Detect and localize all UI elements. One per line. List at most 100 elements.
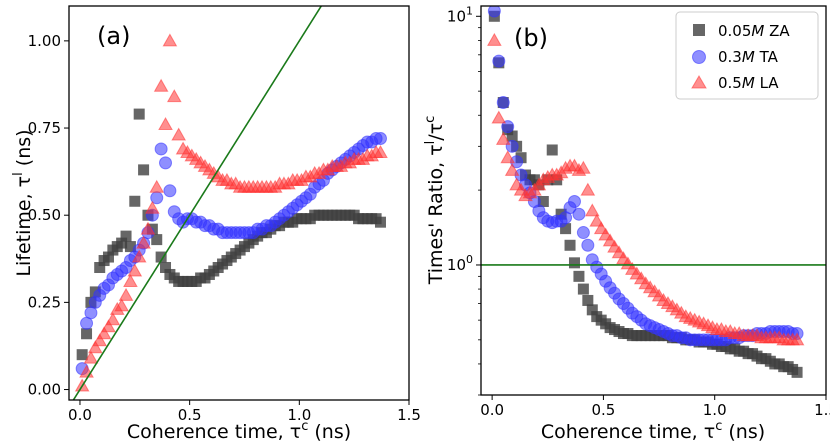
chart-a-reference-line — [72, 6, 323, 400]
chart-b-ytick-label: 100 — [447, 253, 473, 274]
chart-a-point-triangle — [114, 298, 130, 312]
chart-a-point-square — [116, 237, 128, 249]
chart-a-point-circle — [159, 156, 173, 170]
chart-b-frame — [480, 5, 827, 396]
chart-b-point-square — [506, 130, 518, 142]
chart-a-point-triangle — [118, 287, 134, 301]
chart-b-point-circle — [567, 194, 581, 208]
chart-b-xtick-label: 0.0 — [480, 401, 504, 419]
chart-b-plot-area — [481, 6, 826, 378]
chart-b-point-triangle — [495, 131, 511, 145]
chart-a-point-square — [155, 251, 167, 263]
chart-b-xtick-label: 1.0 — [703, 401, 727, 419]
chart-a-point-circle — [154, 142, 168, 156]
chart-b-xtick-label: 0.5 — [591, 401, 615, 419]
chart-a-point-triangle — [101, 319, 116, 333]
chart-a-xtick-label: 1.5 — [397, 406, 421, 424]
chart-b-legend: 0.05M ZA 0.3M TA 0.5M LA — [675, 11, 819, 100]
chart-b-point-triangle — [789, 332, 805, 346]
chart-b-point-square — [537, 195, 549, 207]
chart-b-point-square — [582, 294, 594, 306]
chart-a: 0.0 0.5 1.0 1.5 0.00 0.25 0.50 0.75 1.00 (a) Coh… — [11, 5, 421, 443]
chart-b-point-triangle — [580, 182, 596, 196]
chart-b-point-triangle — [584, 203, 600, 217]
chart-a-point-triangle — [149, 179, 165, 193]
chart-b-ylabel: Times' Ratio, τl/τc — [423, 116, 447, 286]
chart-a-ytick-label: 1.00 — [28, 32, 61, 50]
chart-b-point-triangle — [500, 150, 516, 164]
chart-a-xtick-label: 0.5 — [178, 406, 202, 424]
chart-b-point-circle — [572, 207, 586, 221]
chart-b-point-circle — [581, 238, 595, 252]
chart-a-point-square — [374, 216, 386, 228]
chart-b-point-triangle — [504, 162, 520, 176]
chart-b-point-square — [560, 223, 572, 235]
chart-a-xlabel: Coherence time, τc (ns) — [127, 419, 351, 443]
chart-b-ytick-label: 101 — [447, 4, 473, 25]
chart-a-point-square — [94, 262, 106, 274]
chart-b-point-triangle — [491, 110, 507, 124]
chart-a-xtick-label: 1.0 — [287, 406, 311, 424]
chart-a-point-triangle — [131, 249, 147, 263]
chart-a-point-square — [133, 108, 145, 120]
chart-a-plot-area — [72, 6, 388, 400]
legend-marker-za — [693, 24, 705, 36]
chart-a-point-triangle — [87, 340, 103, 354]
chart-b-point-triangle — [576, 160, 591, 174]
chart-b-point-circle — [487, 6, 501, 18]
chart-a-point-triangle — [123, 273, 138, 287]
chart-a-point-square — [151, 234, 163, 246]
chart-a-point-triangle — [158, 117, 173, 131]
chart-a-point-triangle — [140, 221, 156, 235]
chart-a-point-triangle — [171, 127, 187, 141]
chart-b-point-square — [573, 270, 585, 282]
chart-a-ticks: 0.0 0.5 1.0 1.5 0.00 0.25 0.50 0.75 1.00 — [28, 32, 421, 424]
chart-b-point-square — [568, 257, 580, 269]
chart-b: 0.0 0.5 1.0 1.5 100 101 (b) Coherence time, τ… — [423, 4, 830, 443]
chart-a-point-triangle — [136, 235, 151, 249]
chart-a-point-circle — [373, 131, 387, 145]
legend-label-ta: 0.3M TA — [718, 48, 779, 66]
chart-a-point-square — [76, 349, 88, 361]
chart-a-point-triangle — [127, 263, 143, 277]
chart-a-point-square — [129, 195, 141, 207]
chart-a-panel-label: (a) — [97, 22, 130, 50]
chart-a-ytick-label: 0.75 — [28, 119, 61, 137]
chart-a-point-square — [81, 328, 93, 340]
chart-a-point-triangle — [162, 33, 178, 47]
chart-a-point-triangle — [153, 78, 169, 92]
chart-a-point-square — [102, 251, 114, 263]
chart-a-point-triangle — [166, 89, 182, 103]
chart-b-point-square — [577, 283, 589, 295]
legend-marker-la — [691, 75, 707, 89]
chart-a-ytick-label: 0.50 — [28, 206, 61, 224]
chart-a-ylabel: Lifetime, τl (ns) — [11, 129, 35, 276]
chart-a-point-square — [120, 230, 132, 242]
chart-a-point-square — [124, 241, 136, 253]
chart-a-point-triangle — [96, 326, 112, 340]
chart-b-point-circle — [501, 120, 515, 134]
chart-b-ticks: 0.0 0.5 1.0 1.5 100 101 — [447, 4, 830, 419]
chart-b-point-circle — [496, 96, 510, 110]
chart-b-point-square — [564, 239, 576, 251]
chart-b-panel-label: (b) — [514, 24, 548, 52]
chart-a-point-triangle — [105, 312, 121, 326]
chart-a-ytick-label: 0.00 — [28, 381, 61, 399]
chart-b-point-triangle — [486, 32, 502, 46]
chart-a-point-circle — [163, 184, 177, 198]
chart-b-xtick-label: 1.5 — [814, 401, 830, 419]
chart-b-xlabel: Coherence time, τc (ns) — [541, 419, 765, 443]
legend-marker-ta — [692, 50, 706, 64]
legend-label-la: 0.5M LA — [718, 74, 779, 92]
chart-a-xtick-label: 0.0 — [68, 406, 92, 424]
chart-a-point-triangle — [83, 350, 99, 364]
chart-b-point-square — [586, 304, 598, 316]
chart-b-point-square — [791, 366, 803, 378]
legend-label-za: 0.05M ZA — [718, 22, 790, 40]
chart-b-point-circle — [576, 226, 590, 240]
chart-a-ytick-label: 0.25 — [28, 293, 61, 311]
chart-a-point-square — [160, 262, 172, 274]
chart-a-point-triangle — [92, 333, 108, 347]
chart-a-point-triangle — [373, 144, 388, 158]
